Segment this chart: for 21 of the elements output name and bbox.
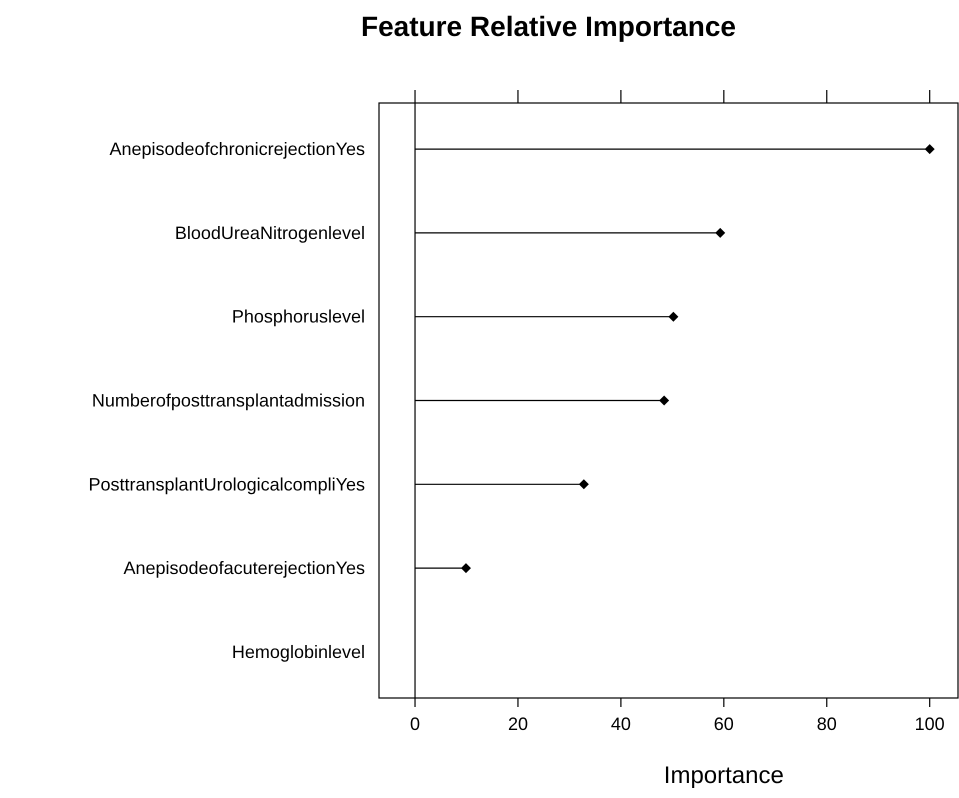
point bbox=[668, 312, 678, 322]
point bbox=[659, 396, 670, 406]
x-tick-label: 100 bbox=[914, 714, 945, 734]
x-tick-label: 0 bbox=[410, 714, 420, 734]
chart-title: Feature Relative Importance bbox=[360, 11, 736, 42]
y-tick-label: Hemoglobinlevel bbox=[232, 642, 365, 662]
point bbox=[578, 479, 589, 490]
point bbox=[715, 228, 726, 238]
x-tick-label: 20 bbox=[508, 714, 528, 734]
x-tick-label: 60 bbox=[714, 714, 734, 734]
point bbox=[924, 144, 935, 154]
x-tick-label: 40 bbox=[610, 714, 631, 734]
y-tick-label: Numberofposttransplantadmission bbox=[92, 390, 365, 410]
x-axis-title: Importance bbox=[664, 762, 784, 789]
y-tick-label: BloodUreaNitrogenlevel bbox=[174, 222, 365, 243]
point bbox=[460, 563, 471, 574]
y-tick-label: PosttransplantUrologicalcompliYes bbox=[88, 474, 365, 494]
y-tick-label: AnepisodeofchronicrejectionYes bbox=[109, 139, 365, 160]
x-tick-label: 80 bbox=[816, 714, 837, 734]
y-tick-label: AnepisodeofacuterejectionYes bbox=[123, 558, 365, 578]
y-tick-label: Phosphoruslevel bbox=[232, 306, 365, 327]
